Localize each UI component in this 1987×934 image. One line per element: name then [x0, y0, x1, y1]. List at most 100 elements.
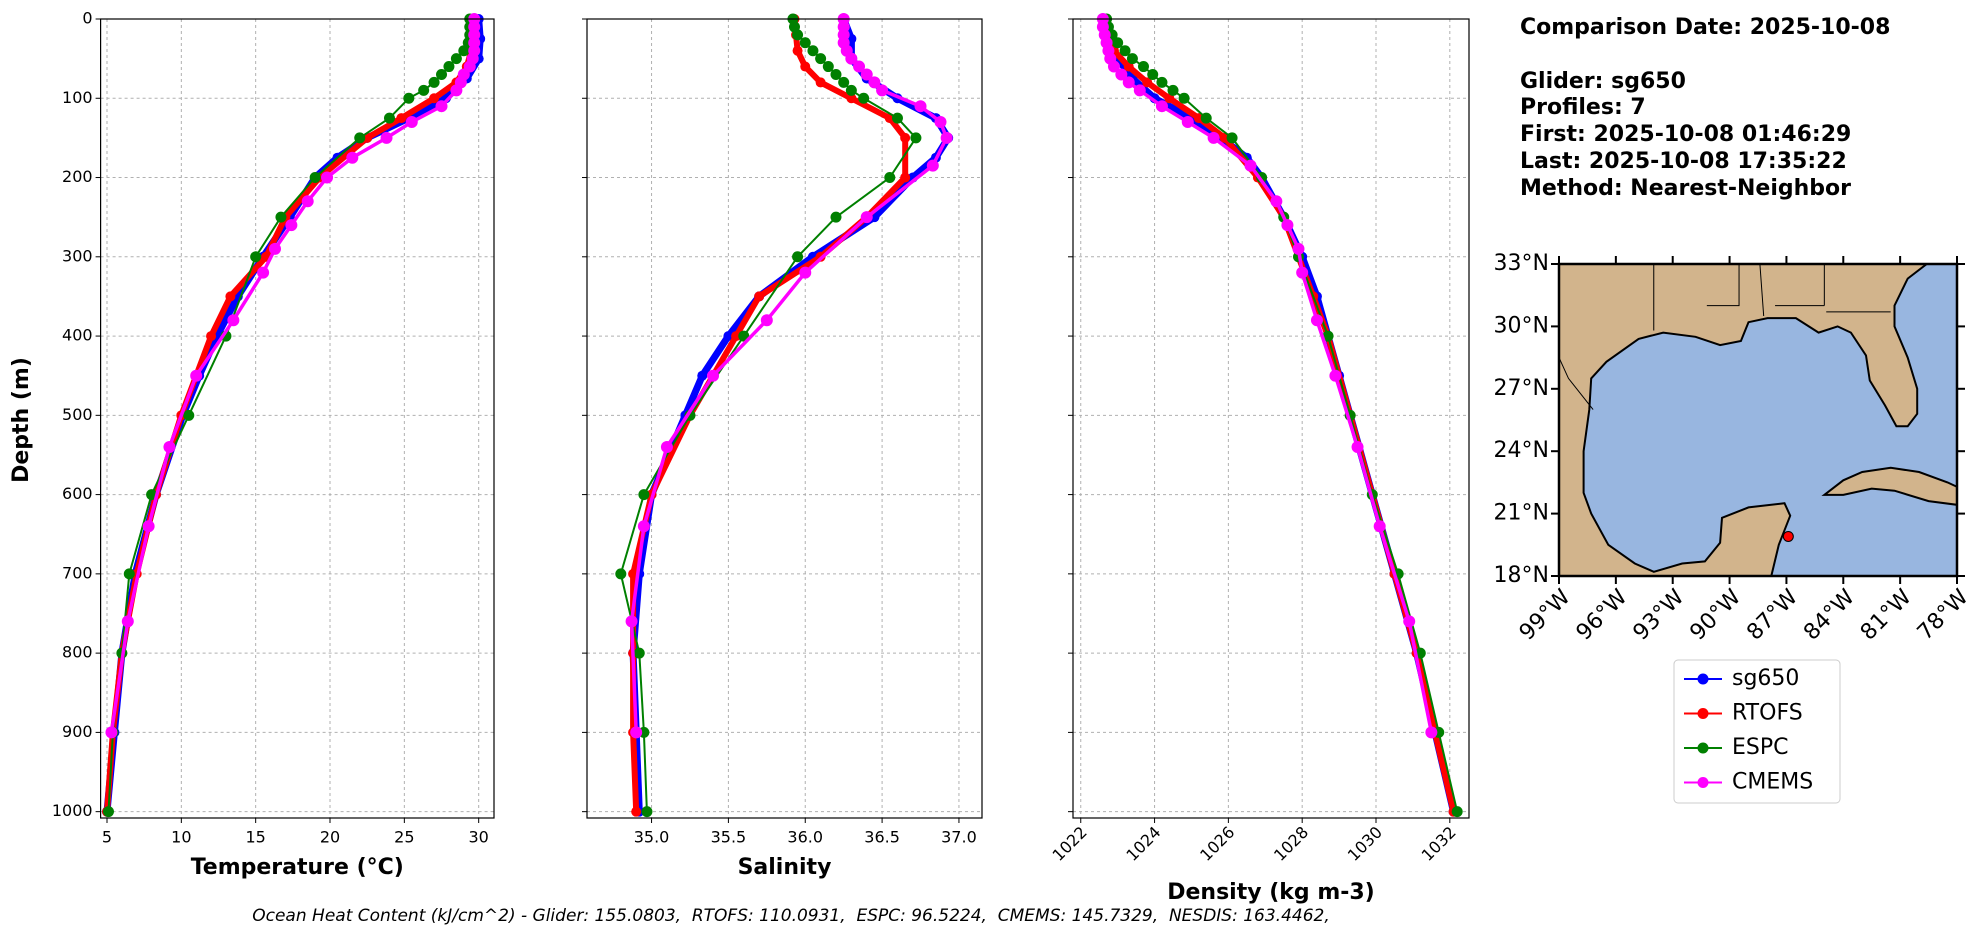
profile-point	[799, 37, 811, 49]
x-tick-label: 1022	[1049, 823, 1091, 865]
plot-frame	[586, 18, 983, 819]
profile-point	[1200, 112, 1212, 124]
x-tick-label: 81°W	[1856, 585, 1917, 646]
x-axis-label: Density (kg m-3)	[1167, 880, 1375, 905]
y-tick-label: 33°N	[1494, 251, 1549, 276]
profile-point	[628, 568, 639, 579]
y-tick-label: 200	[62, 167, 93, 186]
legend-label: RTOFS	[1732, 701, 1803, 726]
x-tick-label: 78°W	[1913, 585, 1974, 646]
profile-point	[1155, 100, 1168, 113]
profile-point	[914, 100, 927, 113]
info-line: Profiles: 7	[1520, 95, 1646, 120]
profile-point	[1310, 314, 1323, 327]
profile-point	[800, 61, 811, 72]
profile-point	[1156, 76, 1168, 88]
x-tick-label: 84°W	[1799, 585, 1860, 646]
profile-point	[1112, 37, 1124, 49]
profile-point	[383, 112, 395, 124]
profile-point	[900, 132, 911, 143]
x-tick-label: 30	[469, 828, 489, 847]
profile-point	[354, 132, 366, 144]
profile-point	[450, 84, 463, 97]
x-tick-label: 35.0	[634, 828, 670, 847]
profile-point	[876, 84, 889, 97]
profile-point	[815, 53, 827, 65]
legend-label: sg650	[1732, 666, 1799, 691]
y-tick-label: 1000	[52, 801, 93, 820]
y-tick-label: 600	[62, 484, 93, 503]
profile-point	[1164, 93, 1175, 104]
profile-point	[707, 369, 720, 382]
x-tick-label: 1026	[1196, 823, 1238, 865]
profile-point	[723, 331, 734, 342]
profile-point	[845, 52, 858, 65]
legend-marker	[1697, 708, 1709, 719]
profile-point	[225, 291, 236, 302]
profile-point	[275, 211, 287, 223]
profile-point	[641, 806, 653, 818]
plot-frame	[1072, 18, 1470, 819]
info-line: Glider: sg650	[1520, 69, 1686, 94]
y-tick-label: 18°N	[1494, 563, 1549, 588]
profile-point	[380, 131, 393, 144]
profile-point	[731, 331, 742, 342]
profile-point	[1133, 84, 1146, 97]
profile-point	[190, 369, 203, 382]
profile-point	[257, 266, 270, 279]
profile-point	[163, 441, 176, 454]
info-line: Method: Nearest-Neighbor	[1520, 176, 1851, 201]
profile-point	[868, 76, 881, 89]
profile-point	[858, 92, 870, 104]
profile-point	[633, 647, 645, 659]
x-tick-label: 1030	[1344, 823, 1386, 865]
profile-point	[860, 211, 873, 224]
profile-point	[1329, 369, 1342, 382]
plot-frame	[99, 18, 495, 819]
profile-point	[926, 159, 939, 172]
profile-point	[1178, 92, 1190, 104]
x-tick-label: 25	[394, 828, 414, 847]
profile-point	[792, 29, 804, 41]
profile-point	[1425, 726, 1438, 739]
profile-point	[630, 726, 643, 739]
info-line: First: 2025-10-08 01:46:29	[1520, 122, 1851, 147]
profile-point	[846, 93, 857, 104]
y-tick-label: 24°N	[1494, 438, 1549, 463]
border	[1559, 264, 1891, 410]
map-area	[1559, 264, 1957, 576]
profile-point	[346, 151, 359, 164]
profile-point	[1123, 61, 1134, 72]
profile-point	[660, 441, 673, 454]
y-tick-label: 300	[62, 246, 93, 265]
profile-point	[760, 314, 773, 327]
profile-point	[1122, 76, 1135, 89]
y-tick-label: 500	[62, 405, 93, 424]
y-tick-label: 800	[62, 643, 93, 662]
profile-point	[845, 84, 857, 96]
profile-point	[227, 314, 240, 327]
profile-point	[309, 172, 321, 184]
x-tick-label: 1032	[1418, 823, 1460, 865]
profile-point	[121, 615, 134, 628]
profile-point	[1207, 131, 1220, 144]
profile-point	[405, 116, 418, 129]
profile-point	[900, 172, 911, 183]
profile-point	[1137, 61, 1149, 73]
profile-point	[450, 53, 462, 65]
profile-point	[1322, 330, 1334, 342]
profile-point	[418, 84, 430, 96]
legend-marker	[1697, 742, 1709, 754]
x-tick-label: 36.5	[864, 828, 900, 847]
profile-point	[1451, 806, 1463, 818]
profile-point	[443, 61, 455, 73]
profile-point	[625, 615, 638, 628]
profile-point	[822, 61, 834, 73]
x-tick-label: 20	[320, 828, 340, 847]
y-tick-label: 100	[62, 88, 93, 107]
profile-point	[1296, 266, 1309, 279]
x-tick-label: 87°W	[1742, 585, 1803, 646]
profile-line	[1101, 19, 1434, 733]
profile-point	[1181, 116, 1194, 129]
profile-point	[860, 68, 873, 81]
